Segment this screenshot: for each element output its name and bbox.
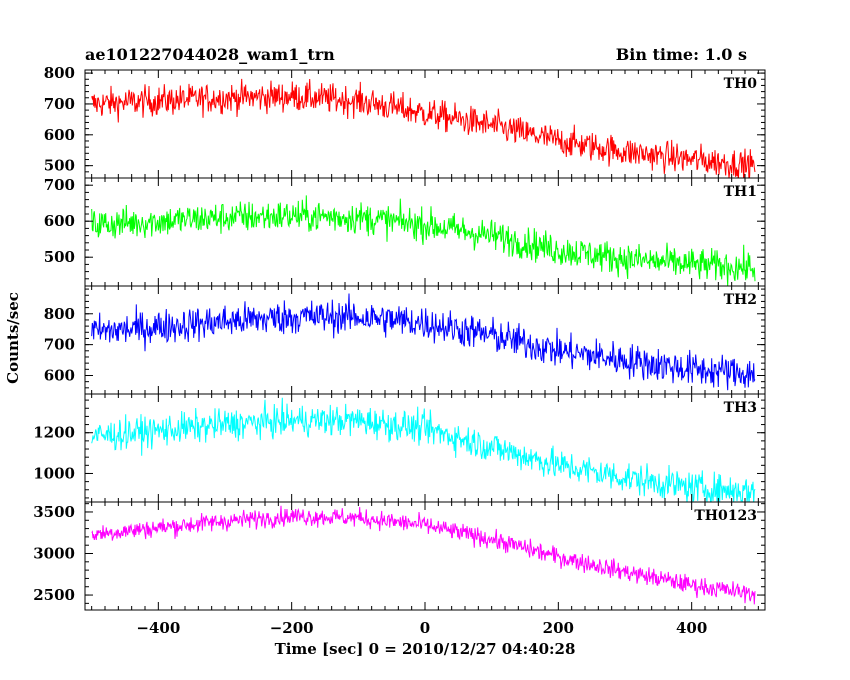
y-axis-label: Counts/sec xyxy=(4,292,22,384)
panel-frame xyxy=(84,177,766,287)
panel-label: TH2 xyxy=(724,292,757,308)
series-line-th2 xyxy=(91,293,756,391)
y-tick-label: 600 xyxy=(44,366,75,384)
x-tick-label: −200 xyxy=(270,619,314,637)
x-tick-label: 200 xyxy=(543,619,574,637)
y-tick-label: 700 xyxy=(44,95,75,113)
y-tick-label: 500 xyxy=(44,157,75,175)
x-axis: −400 −200 0 200 400 xyxy=(136,619,707,637)
y-tick-label: 600 xyxy=(44,126,75,144)
y-tick-label: 2500 xyxy=(33,586,75,604)
y-tick-label: 1200 xyxy=(33,424,75,442)
chart-title: ae101227044028_wam1_trn xyxy=(85,45,335,64)
y-tick-label: 700 xyxy=(44,176,75,194)
x-tick-label: 0 xyxy=(420,619,430,637)
series-line-th3 xyxy=(91,397,756,502)
series-line-th0123 xyxy=(91,505,756,605)
chart-subtitle: Bin time: 1.0 s xyxy=(616,45,747,64)
panel-label: TH0123 xyxy=(694,508,757,524)
panel-th2: 600 700 800 TH2 xyxy=(44,285,766,395)
panel-th0: 500 600 700 800 TH0 xyxy=(44,64,766,179)
y-tick-label: 1000 xyxy=(33,464,75,482)
x-axis-label: Time [sec] 0 = 2010/12/27 04:40:28 xyxy=(275,640,576,658)
y-tick-label: 500 xyxy=(44,248,75,266)
panel-label: TH1 xyxy=(724,184,757,200)
x-tick-label: −400 xyxy=(136,619,180,637)
panels: 500 600 700 800 TH0 500 600 700 TH1 600 700 800 TH2 1… xyxy=(33,64,766,611)
y-tick-label: 3000 xyxy=(33,545,75,563)
x-tick-label: 400 xyxy=(676,619,707,637)
panel-th1: 500 600 700 TH1 xyxy=(44,176,766,287)
y-tick-label: 800 xyxy=(44,305,75,323)
y-tick-label: 600 xyxy=(44,212,75,230)
panel-th3: 1000 1200 TH3 xyxy=(33,393,766,503)
series-line-th1 xyxy=(91,195,756,286)
panel-label: TH3 xyxy=(724,400,757,416)
y-tick-label: 700 xyxy=(44,336,75,354)
series-line-th0 xyxy=(91,78,756,178)
panel-frame xyxy=(84,501,766,611)
y-tick-label: 800 xyxy=(44,64,75,82)
panel-label: TH0 xyxy=(724,76,758,92)
panel-th0123: 2500 3000 3500 TH0123 xyxy=(33,501,766,611)
y-tick-label: 3500 xyxy=(33,503,75,521)
